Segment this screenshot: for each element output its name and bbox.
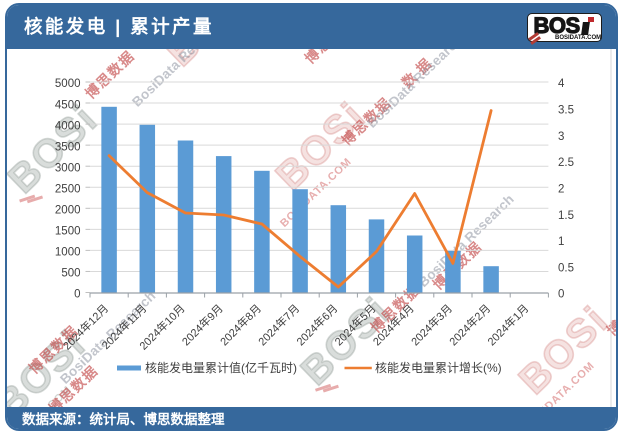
svg-text:4000: 4000 (55, 120, 81, 132)
svg-text:2: 2 (558, 183, 564, 195)
svg-text:1500: 1500 (55, 226, 81, 238)
svg-text:3.5: 3.5 (558, 105, 574, 117)
svg-text:0: 0 (74, 289, 80, 301)
svg-text:2000: 2000 (55, 205, 81, 217)
svg-text:1.5: 1.5 (558, 210, 574, 222)
svg-text:5000: 5000 (55, 78, 81, 90)
svg-text:1000: 1000 (55, 247, 81, 259)
svg-text:核能发电量累计值(亿千瓦时): 核能发电量累计值(亿千瓦时) (145, 360, 297, 375)
svg-text:2500: 2500 (55, 183, 81, 195)
svg-text:3500: 3500 (55, 141, 81, 153)
svg-text:2024年1月: 2024年1月 (484, 301, 531, 348)
svg-text:4500: 4500 (55, 99, 81, 111)
svg-text:3000: 3000 (55, 162, 81, 174)
svg-text:4: 4 (558, 78, 565, 90)
svg-text:核能发电量累计增长(%): 核能发电量累计增长(%) (375, 360, 502, 375)
svg-text:0.5: 0.5 (558, 262, 574, 274)
svg-text:0: 0 (558, 289, 564, 301)
svg-text:500: 500 (61, 268, 80, 280)
svg-text:2.5: 2.5 (558, 157, 574, 169)
svg-text:1: 1 (558, 236, 564, 248)
svg-text:3: 3 (558, 131, 564, 143)
